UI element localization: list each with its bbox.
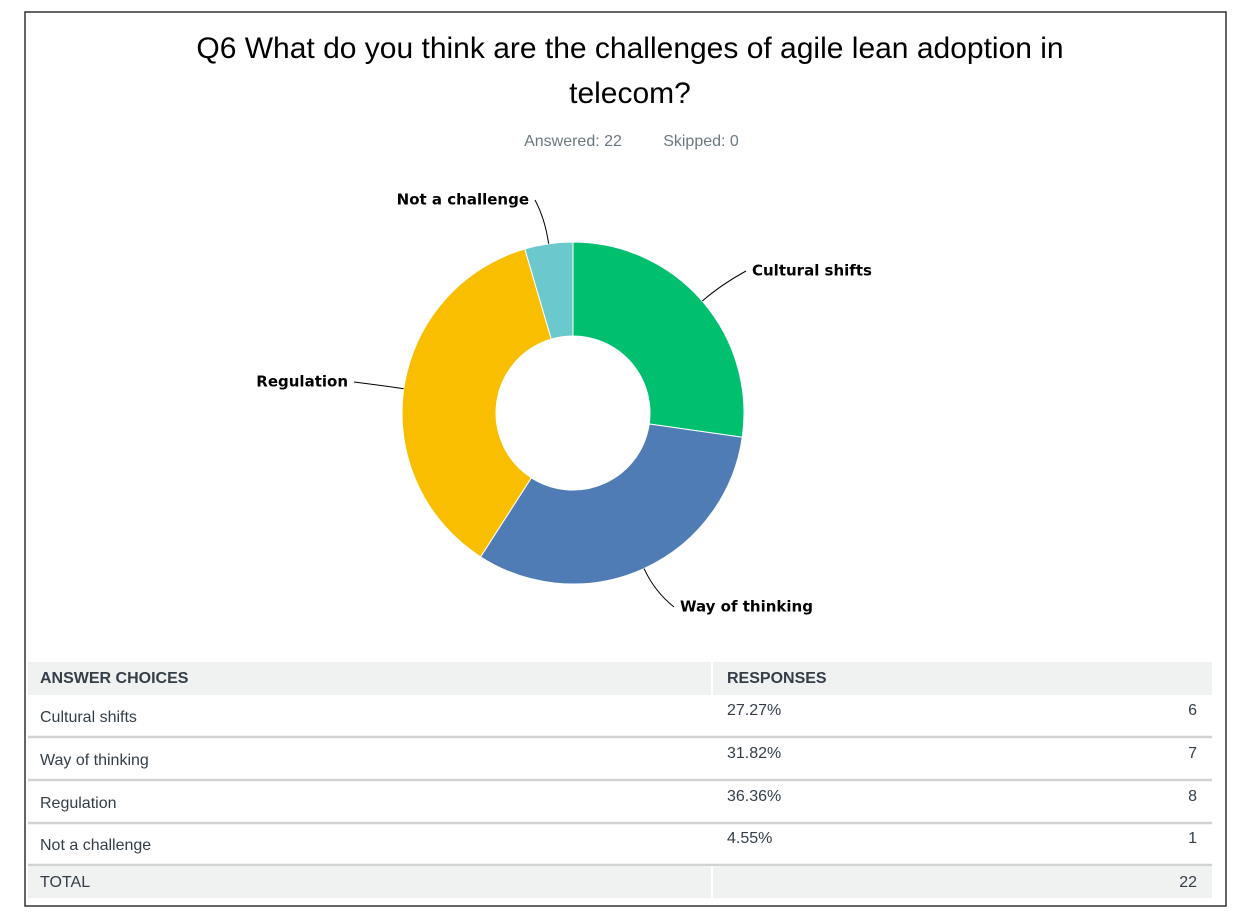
slice-label: Not a challenge — [397, 191, 529, 209]
total-label: TOTAL — [40, 874, 90, 891]
column-header: ANSWER CHOICES — [40, 670, 189, 687]
slice — [572, 241, 745, 438]
choice-cell: Regulation — [40, 795, 117, 812]
percent-cell: 27.27% — [727, 702, 781, 719]
subtitle: Skipped: 0 — [663, 133, 739, 150]
percent-cell: 31.82% — [727, 745, 781, 762]
choice-cell: Way of thinking — [40, 752, 149, 769]
column-header: RESPONSES — [727, 670, 827, 687]
slice-label: Way of thinking — [680, 598, 813, 616]
table-total — [28, 866, 1212, 898]
leader-line — [534, 199, 550, 244]
slice — [524, 241, 574, 340]
count-cell: 1 — [1188, 830, 1197, 847]
frame — [24, 11, 1227, 907]
choice-cell: Not a challenge — [40, 837, 151, 854]
chart-title: Q6 What do you think are the challenges … — [196, 32, 1063, 65]
percent-cell: 4.55% — [727, 830, 772, 847]
slice — [401, 248, 552, 558]
subtitle: Answered: 22 — [524, 133, 622, 150]
slice — [479, 423, 743, 585]
slice-label: Cultural shifts — [752, 262, 872, 280]
leader-line — [353, 381, 404, 390]
leader-line — [643, 568, 675, 608]
leader-line — [701, 270, 747, 302]
count-cell: 8 — [1188, 788, 1197, 805]
chart-title: telecom? — [569, 77, 691, 110]
slice-label: Regulation — [256, 373, 348, 391]
choice-cell: Cultural shifts — [40, 709, 137, 726]
count-cell: 7 — [1188, 745, 1197, 762]
count-cell: 6 — [1188, 702, 1197, 719]
percent-cell: 36.36% — [727, 788, 781, 805]
total-count: 22 — [1179, 874, 1197, 891]
table-header — [28, 662, 1212, 695]
